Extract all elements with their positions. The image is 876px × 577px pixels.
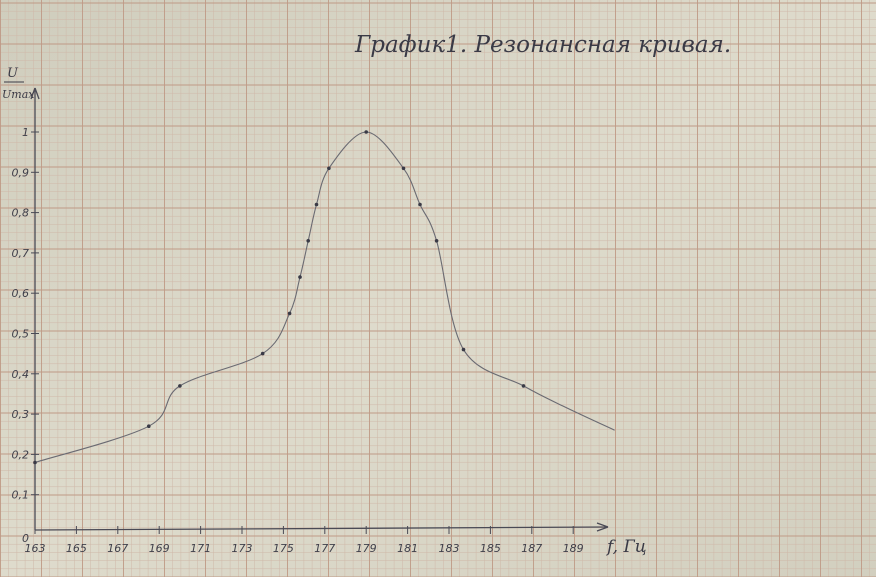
x-tick-label: 187 — [521, 542, 542, 555]
data-point — [287, 311, 292, 316]
y-tick-label: 1 — [22, 126, 29, 139]
x-tick-label: 189 — [563, 542, 584, 555]
x-axis-arrow-down — [596, 526, 609, 532]
y-ticks: 0 0,1 0,2 0,3 0,4 0,5 0,6 0,7 0,8 0,9 1 — [12, 126, 39, 545]
x-tick-label: 169 — [149, 542, 170, 555]
y-tick-label: 0,9 — [12, 166, 30, 179]
data-point — [314, 202, 319, 207]
data-point — [364, 130, 369, 134]
data-point — [327, 166, 331, 171]
y-tick-label: 0,1 — [12, 489, 30, 502]
data-point — [178, 384, 182, 388]
x-tick-label: 173 — [232, 542, 253, 555]
x-axis-arrow-up — [596, 522, 609, 528]
data-point — [306, 239, 311, 243]
y-tick-label: 0,7 — [12, 247, 30, 260]
data-point — [521, 384, 526, 388]
x-tick-label: 179 — [356, 542, 377, 555]
x-tick-label: 175 — [273, 542, 294, 555]
x-tick-label: 185 — [480, 542, 501, 555]
x-tick-label: 181 — [397, 542, 418, 555]
y-axis-label: U Umax — [2, 66, 35, 101]
data-point — [401, 166, 406, 171]
x-tick-label: 177 — [314, 542, 335, 555]
data-point — [260, 351, 265, 356]
data-point — [418, 202, 422, 207]
data-point — [298, 275, 302, 279]
y-label-denominator: Umax — [2, 88, 35, 101]
y-label-numerator: U — [7, 66, 19, 81]
data-points — [33, 130, 526, 465]
y-tick-label: 0,3 — [12, 408, 30, 421]
x-tick-label: 167 — [107, 542, 128, 555]
y-axis-arrow-left — [30, 87, 36, 100]
data-point — [33, 460, 37, 465]
y-tick-label: 0 — [22, 532, 29, 545]
x-tick-label: 165 — [66, 542, 87, 555]
data-point — [434, 239, 439, 243]
y-tick-label: 0,2 — [12, 448, 30, 461]
x-axis — [34, 526, 609, 531]
data-point — [461, 347, 466, 352]
x-tick-label: 163 — [25, 542, 46, 555]
y-axis-arrow-right — [34, 87, 40, 100]
y-tick-label: 0,4 — [12, 368, 30, 381]
axes — [30, 87, 609, 532]
x-ticks: 163 165 167 169 171 173 175 177 179 181 183 185 187 1… — [25, 526, 584, 555]
data-point — [147, 424, 151, 429]
y-tick-label: 0,8 — [12, 207, 30, 220]
x-axis-label: f, Гц — [605, 537, 647, 557]
x-tick-label: 183 — [439, 542, 460, 555]
x-tick-label: 171 — [190, 542, 211, 555]
chart-title: График1. Резонансная кривая. — [354, 32, 731, 58]
y-tick-label: 0,5 — [12, 328, 30, 341]
y-tick-label: 0,6 — [12, 287, 30, 300]
